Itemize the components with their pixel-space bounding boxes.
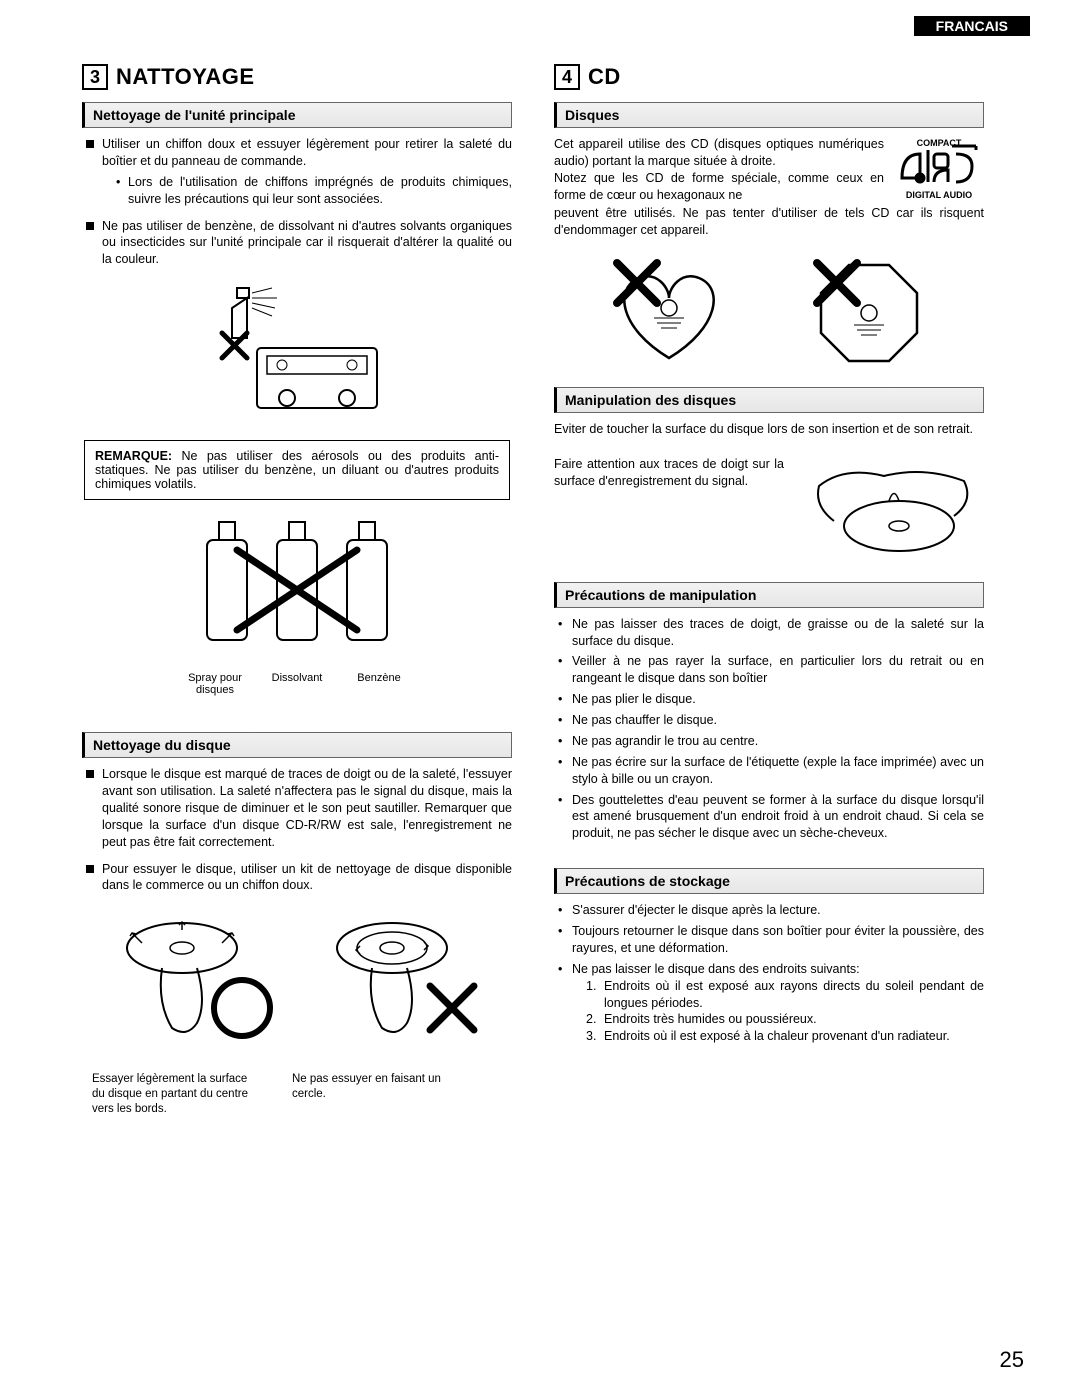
section-3-heading: NATTOYAGE (116, 64, 255, 90)
section-4-title: 4 CD (554, 64, 984, 90)
page-number: 25 (1000, 1347, 1024, 1373)
list-item: Ne pas laisser des traces de doigt, de g… (558, 616, 984, 650)
bottle-label: Spray pour disques (185, 672, 245, 696)
section-number-3: 3 (82, 64, 108, 90)
list-item: S'assurer d'éjecter le disque après la l… (558, 902, 984, 919)
figure-bottles (82, 510, 512, 670)
remark-title: REMARQUE: (95, 449, 172, 463)
caption-ng: Ne pas essuyer en faisant un cercle. (292, 1072, 462, 1117)
wipe-ng-icon (312, 908, 492, 1058)
hand-holding-disc-icon (804, 456, 984, 566)
handling-p1: Eviter de toucher la surface du disque l… (554, 421, 984, 438)
list-subitem: 3.Endroits où il est exposé à la chaleur… (586, 1028, 984, 1045)
disc-p3: peuvent être utilisés. Ne pas tenter d'u… (554, 205, 984, 239)
subhead-precautions-storage: Précautions de stockage (554, 868, 984, 894)
list-item: Lorsque le disque est marqué de traces d… (86, 766, 512, 850)
language-tab: FRANCAIS (914, 16, 1030, 36)
list-subitem: 2.Endroits très humides ou poussiéreux. (586, 1011, 984, 1028)
list-item: Ne pas plier le disque. (558, 691, 984, 708)
subhead-cleaning-unit: Nettoyage de l'unité principale (82, 102, 512, 128)
octagon-disc-icon (799, 253, 939, 373)
caption-ok: Essayer légèrement la surface du disque … (92, 1072, 262, 1117)
heart-disc-icon (599, 253, 739, 373)
section-number-4: 4 (554, 64, 580, 90)
list-subitem: Lors de l'utilisation de chiffons imprég… (116, 174, 512, 208)
bottle-label: Benzène (349, 672, 409, 696)
subhead-precautions-handling: Précautions de manipulation (554, 582, 984, 608)
page-content: 3 NATTOYAGE Nettoyage de l'unité princip… (0, 0, 1080, 1157)
subhead-handling: Manipulation des disques (554, 387, 984, 413)
cleaning-unit-list: Utiliser un chiffon doux et essuyer légè… (82, 136, 512, 268)
list-item: Pour essuyer le disque, utiliser un kit … (86, 861, 512, 895)
right-column: 4 CD Disques Cet appareil utilise des CD… (554, 64, 984, 1117)
subhead-discs: Disques (554, 102, 984, 128)
handling-p2: Faire attention aux traces de doigt sur … (554, 456, 784, 490)
bottle-labels: Spray pour disques Dissolvant Benzène (82, 672, 512, 696)
compact-disc-logo-icon: COMPACT DIGITAL AUDIO (894, 136, 984, 205)
list-subitem: 1.Endroits où il est exposé aux rayons d… (586, 978, 984, 1012)
list-item: Ne pas écrire sur la surface de l'étique… (558, 754, 984, 788)
disc-p2: Notez que les CD de forme spéciale, comm… (554, 171, 884, 202)
list-item: Ne pas laisser le disque dans des endroi… (558, 961, 984, 1045)
wipe-captions: Essayer légèrement la surface du disque … (82, 1072, 512, 1117)
section-4-heading: CD (588, 64, 621, 90)
left-column: 3 NATTOYAGE Nettoyage de l'unité princip… (82, 64, 512, 1117)
figure-hand-disc: Faire attention aux traces de doigt sur … (554, 456, 984, 566)
wipe-ok-icon (102, 908, 282, 1058)
bottle-label: Dissolvant (267, 672, 327, 696)
figure-bad-shapes (554, 253, 984, 373)
list-item: Utiliser un chiffon doux et essuyer légè… (86, 136, 512, 208)
figure-wipe-pair (82, 908, 512, 1058)
cleaning-disc-list: Lorsque le disque est marqué de traces d… (82, 766, 512, 894)
list-item: Ne pas chauffer le disque. (558, 712, 984, 729)
list-item: Des gouttelettes d'eau peuvent se former… (558, 792, 984, 843)
subhead-cleaning-disc: Nettoyage du disque (82, 732, 512, 758)
list-item: Veiller à ne pas rayer la surface, en pa… (558, 653, 984, 687)
list-text: Utiliser un chiffon doux et essuyer légè… (102, 137, 512, 168)
precautions-handling-list: Ne pas laisser des traces de doigt, de g… (554, 616, 984, 843)
remark-box: REMARQUE: Ne pas utiliser des aérosols o… (84, 440, 510, 500)
figure-spray-unit (82, 278, 512, 428)
section-3-title: 3 NATTOYAGE (82, 64, 512, 90)
list-item: Ne pas utiliser de benzène, de dissolvan… (86, 218, 512, 269)
disc-intro: Cet appareil utilise des CD (disques opt… (554, 136, 984, 205)
svg-text:DIGITAL AUDIO: DIGITAL AUDIO (906, 190, 972, 200)
disc-p1: Cet appareil utilise des CD (disques opt… (554, 137, 884, 168)
list-item: Toujours retourner le disque dans son bo… (558, 923, 984, 957)
precautions-storage-list: S'assurer d'éjecter le disque après la l… (554, 902, 984, 1045)
list-item: Ne pas agrandir le trou au centre. (558, 733, 984, 750)
